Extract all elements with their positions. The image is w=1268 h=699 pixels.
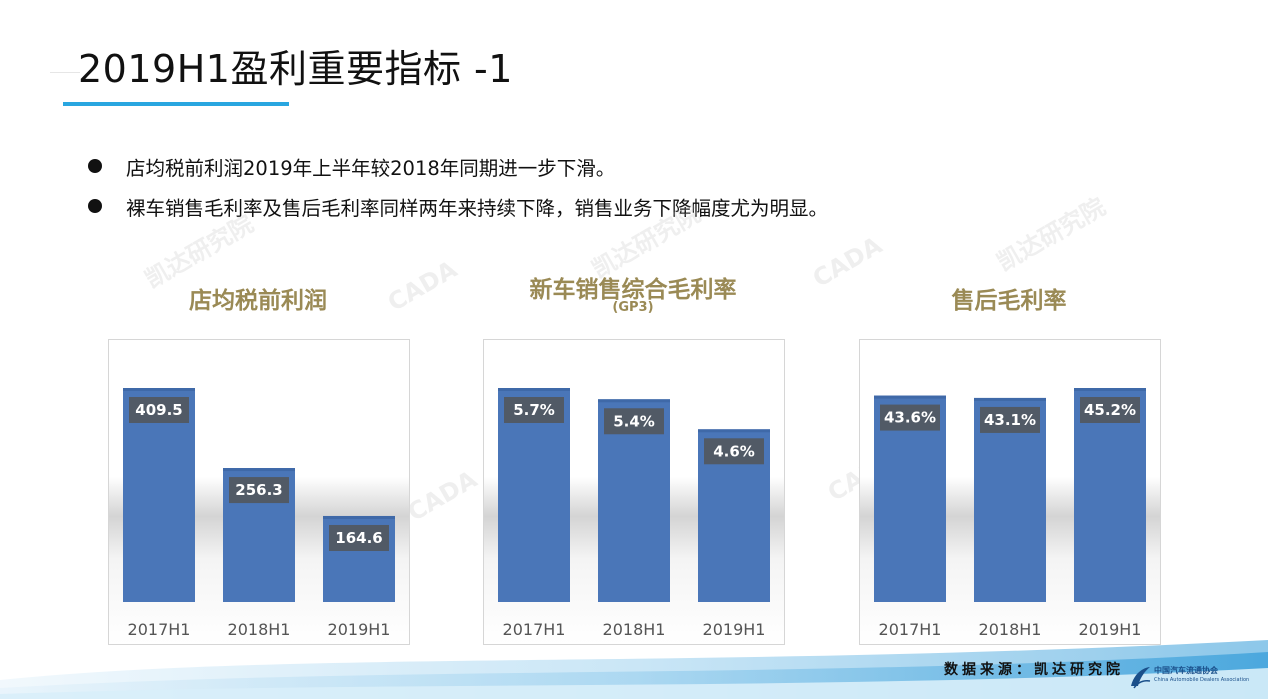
chart-panel-new-car-margin: 5.7% 2017H1 5.4% 2018H1 4.6% 2019H1 — [483, 339, 785, 645]
page-title: 2019H1盈利重要指标 -1 — [78, 47, 513, 91]
title-decoration — [50, 72, 80, 73]
chart-svg: 43.6% 2017H1 43.1% 2018H1 45.2% 2019H1 — [874, 388, 1146, 639]
bar-2017H1 — [498, 388, 570, 602]
data-label-bg — [1080, 397, 1140, 423]
bullet-text: 店均税前利润2019年上半年较2018年同期进一步下滑。 — [126, 156, 616, 180]
bullet-item: 店均税前利润2019年上半年较2018年同期进一步下滑。 — [88, 146, 828, 186]
org-name: 中国汽车流通协会 — [1154, 666, 1218, 675]
bar-2019H1 — [1074, 388, 1146, 602]
data-label: 256.3 — [235, 481, 282, 499]
x-tick-label: 2019H1 — [328, 620, 391, 639]
data-label: 4.6% — [713, 442, 755, 460]
chart-svg: 409.5 2017H1 256.3 2018H1 164.6 2019H1 — [123, 388, 395, 639]
data-label: 45.2% — [1084, 401, 1136, 419]
data-label: 5.7% — [513, 401, 555, 419]
data-label: 43.1% — [984, 411, 1036, 429]
chart-panel-store-profit: 409.5 2017H1 256.3 2018H1 164.6 2019H1 — [108, 339, 410, 645]
x-tick-label: 2018H1 — [228, 620, 291, 639]
data-label-bg — [980, 406, 1040, 433]
bar-top-edge — [698, 429, 770, 433]
org-name-en: China Automobile Dealers Association — [1154, 677, 1250, 683]
bar-top-edge — [223, 468, 295, 472]
bullet-dot-icon — [88, 159, 102, 173]
data-label: 43.6% — [884, 409, 936, 427]
data-source: 数据来源：凯达研究院 — [944, 662, 1124, 678]
watermark: CADA — [403, 465, 482, 527]
bar-2017H1 — [123, 388, 195, 602]
x-tick-label: 2018H1 — [979, 620, 1042, 639]
bullet-text: 裸车销售毛利率及售后毛利率同样两年来持续下降，销售业务下降幅度尤为明显。 — [126, 196, 829, 220]
chart-subtitle: (GP3) — [612, 300, 654, 315]
bullet-dot-icon — [88, 199, 102, 213]
data-label: 409.5 — [135, 401, 182, 419]
bullet-item: 裸车销售毛利率及售后毛利率同样两年来持续下降，销售业务下降幅度尤为明显。 — [88, 186, 828, 226]
data-label-bg — [704, 438, 764, 465]
data-label: 5.4% — [613, 412, 655, 430]
chart-title: 店均税前利润 — [189, 288, 327, 314]
watermark: 凯达研究院 — [992, 192, 1111, 277]
data-label-bg — [329, 524, 389, 551]
bottom-wave-decoration — [0, 640, 1268, 699]
chart-title: 售后毛利率 — [951, 288, 1067, 314]
x-tick-label: 2017H1 — [879, 620, 942, 639]
x-tick-label: 2018H1 — [603, 620, 666, 639]
data-label-bg — [880, 404, 940, 431]
x-tick-label: 2019H1 — [1079, 620, 1142, 639]
bar-top-edge — [1074, 388, 1146, 391]
cada-logo-icon — [1131, 667, 1151, 689]
bar-top-edge — [974, 397, 1046, 401]
bar-top-edge — [123, 388, 195, 391]
data-label-bg — [129, 397, 189, 423]
bar-top-edge — [598, 399, 670, 403]
bullet-list: 店均税前利润2019年上半年较2018年同期进一步下滑。 裸车销售毛利率及售后毛… — [88, 146, 828, 226]
x-tick-label: 2019H1 — [703, 620, 766, 639]
data-label: 164.6 — [335, 529, 382, 547]
bar-top-edge — [498, 388, 570, 391]
chart-svg: 5.7% 2017H1 5.4% 2018H1 4.6% 2019H1 — [498, 388, 770, 639]
bar-top-edge — [323, 515, 395, 519]
chart-title: 新车销售综合毛利率 — [529, 277, 737, 303]
chart-panel-aftersales-margin: 43.6% 2017H1 43.1% 2018H1 45.2% 2019H1 — [859, 339, 1161, 645]
x-tick-label: 2017H1 — [128, 620, 191, 639]
data-label-bg — [229, 477, 289, 504]
title-underline — [63, 102, 289, 106]
data-label-bg — [604, 408, 664, 435]
org-logo: 中国汽车流通协会 China Automobile Dealers Associ… — [1128, 662, 1249, 694]
bar-top-edge — [874, 395, 946, 399]
data-label-bg — [504, 397, 564, 423]
x-tick-label: 2017H1 — [503, 620, 566, 639]
